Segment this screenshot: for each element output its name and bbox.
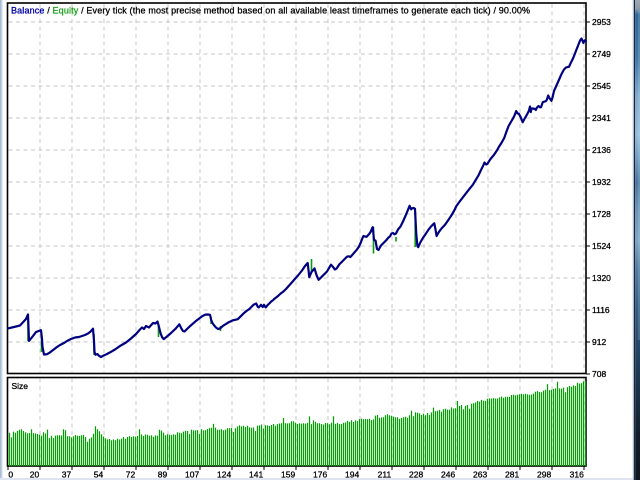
svg-text:124: 124 [217, 470, 231, 480]
svg-text:1728: 1728 [592, 209, 611, 219]
svg-text:2749: 2749 [592, 49, 611, 59]
svg-text:Balance / Equity / Every tick: Balance / Equity / Every tick (the most … [11, 6, 530, 16]
svg-text:912: 912 [592, 337, 606, 347]
svg-text:211: 211 [378, 470, 392, 480]
svg-text:316: 316 [570, 470, 584, 480]
svg-text:708: 708 [592, 369, 606, 379]
svg-text:Size: Size [12, 381, 29, 391]
svg-text:1932: 1932 [592, 177, 611, 187]
svg-text:1116: 1116 [592, 305, 610, 315]
svg-text:263: 263 [473, 470, 487, 480]
svg-text:20: 20 [30, 470, 40, 480]
svg-text:141: 141 [249, 470, 263, 480]
svg-text:1320: 1320 [592, 273, 611, 283]
svg-text:298: 298 [537, 470, 551, 480]
svg-text:37: 37 [62, 470, 72, 480]
svg-text:281: 281 [505, 470, 519, 480]
svg-text:176: 176 [313, 470, 327, 480]
svg-text:54: 54 [94, 470, 104, 480]
svg-text:2545: 2545 [592, 81, 611, 91]
svg-text:1524: 1524 [592, 241, 611, 251]
svg-text:2136: 2136 [592, 145, 611, 155]
svg-text:107: 107 [185, 470, 199, 480]
svg-text:2341: 2341 [592, 113, 611, 123]
svg-text:89: 89 [158, 470, 168, 480]
svg-text:72: 72 [126, 470, 136, 480]
svg-text:159: 159 [281, 470, 295, 480]
svg-text:246: 246 [441, 470, 455, 480]
svg-text:194: 194 [345, 470, 359, 480]
svg-text:2953: 2953 [592, 17, 611, 27]
svg-text:0: 0 [8, 470, 13, 480]
svg-text:228: 228 [409, 470, 423, 480]
